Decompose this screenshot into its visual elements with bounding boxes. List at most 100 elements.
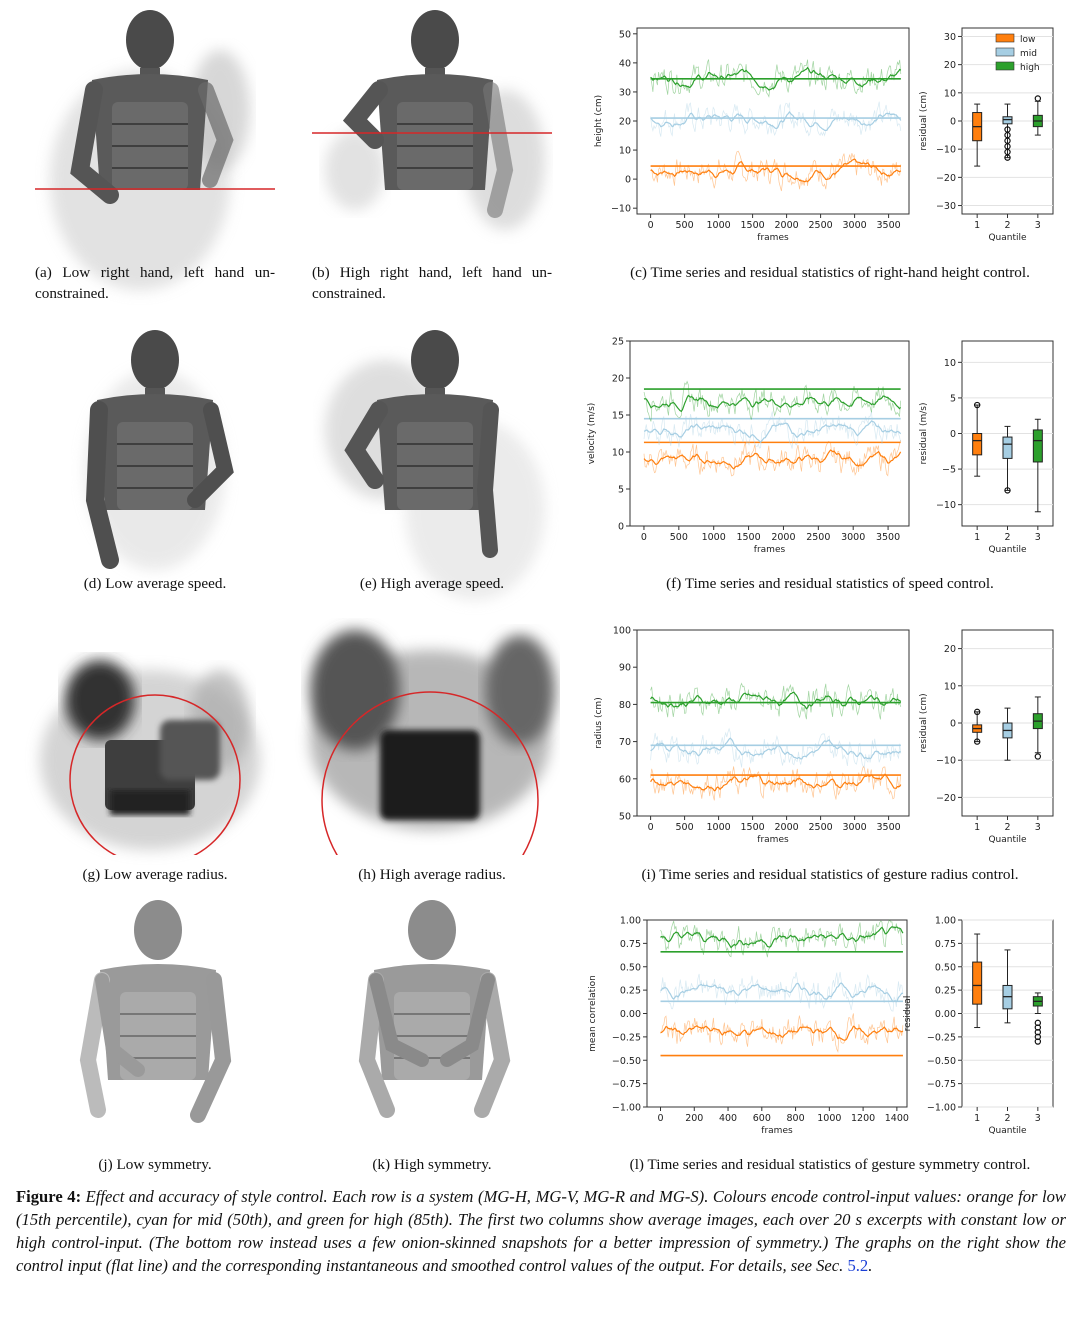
- x-tick-label: 1500: [741, 822, 765, 833]
- caption-f: (f) Time series and residual statistics …: [666, 575, 994, 592]
- x-tick-label: 2500: [806, 532, 830, 543]
- caption-a: (a) Low right hand, left hand un- constr…: [35, 264, 275, 302]
- y-tick-label: 0: [950, 429, 956, 440]
- caption-l: (l) Time series and residual statistics …: [629, 1156, 1031, 1173]
- outlier: [973, 708, 981, 716]
- y-tick-label: 1.00: [620, 916, 641, 927]
- y-tick-label: 1.00: [935, 916, 956, 927]
- x-tick-label: 1400: [885, 1113, 909, 1124]
- y-tick-label: −1.00: [927, 1103, 956, 1114]
- x-tick-label: 3: [1035, 822, 1041, 833]
- y-tick-label: 50: [619, 812, 631, 823]
- x-tick-label: 1000: [702, 532, 726, 543]
- box-q1: [972, 433, 983, 456]
- x-tick-label: 2000: [775, 220, 799, 231]
- y-tick-label: −20: [936, 793, 956, 804]
- y-tick-label: 25: [612, 337, 624, 348]
- y-tick-label: 0.00: [620, 1009, 641, 1020]
- y-tick-label: −1.00: [612, 1103, 641, 1114]
- caption-g: (g) Low average radius.: [82, 866, 228, 883]
- x-tick-label: 1: [974, 220, 980, 231]
- y-axis-label: mean correlation: [588, 975, 598, 1052]
- series-low-raw: [660, 1013, 904, 1053]
- outlier: [973, 738, 981, 745]
- y-axis-label: residual: [903, 996, 913, 1032]
- image-e: [325, 329, 545, 600]
- x-tick-label: 1200: [851, 1113, 875, 1124]
- y-tick-label: 5: [950, 393, 956, 404]
- y-tick-label: 0: [950, 719, 956, 730]
- x-tick-label: 2000: [775, 822, 799, 833]
- y-axis-label: height (cm): [594, 95, 604, 147]
- y-axis-label: residual (cm): [919, 693, 929, 752]
- x-tick-label: 600: [753, 1113, 771, 1124]
- caption-b: (b) High right hand, left hand un- const…: [312, 264, 552, 302]
- plot-frame: [636, 27, 910, 215]
- y-tick-label: 0: [618, 522, 624, 533]
- y-tick-label: 10: [944, 88, 956, 99]
- y-tick-label: 20: [612, 374, 624, 385]
- y-tick-label: −5: [942, 465, 956, 476]
- x-tick-label: 1000: [707, 822, 731, 833]
- image-g: [40, 660, 260, 855]
- plot-frame: [636, 629, 910, 817]
- y-tick-label: 10: [944, 681, 956, 692]
- y-tick-label: 70: [619, 737, 631, 748]
- x-tick-label: 3000: [843, 822, 867, 833]
- series-low-smoothed: [650, 773, 902, 792]
- section-link[interactable]: 5.2: [847, 1256, 869, 1275]
- x-tick-label: 2500: [809, 220, 833, 231]
- y-tick-label: −0.25: [612, 1032, 641, 1043]
- chart-l-box: −1.00 −0.75 −0.50 −0.25 0.00 0.25 0.50 0.75 1.00…: [903, 916, 1054, 1136]
- caption-e: (e) High average speed.: [359, 575, 505, 592]
- box-q1: [972, 961, 983, 1005]
- outlier: [1034, 1038, 1042, 1045]
- series-low-smoothed: [650, 158, 902, 183]
- legend: low mid high: [995, 33, 1040, 73]
- x-tick-label: 3000: [841, 532, 865, 543]
- outlier: [973, 401, 981, 409]
- caption-i: (i) Time series and residual statistics …: [641, 866, 1019, 883]
- series-high-smoothed: [650, 66, 902, 91]
- x-tick-label: 0: [648, 220, 654, 231]
- x-axis-label: frames: [761, 1126, 793, 1136]
- y-tick-label: 5: [618, 485, 624, 496]
- outlier: [1034, 95, 1042, 102]
- series-mid-raw: [650, 101, 902, 137]
- y-tick-label: 10: [612, 448, 624, 459]
- x-tick-label: 1500: [736, 532, 760, 543]
- chart-i-box: −20 −10 0 10 20 residual (cm) 1 2 3 Quantile: [919, 629, 1054, 845]
- series-low-smoothed: [643, 449, 902, 470]
- x-tick-label: 400: [719, 1113, 737, 1124]
- y-tick-label: 10: [944, 358, 956, 369]
- series-mid-smoothed: [650, 737, 901, 760]
- image-d: [85, 329, 234, 570]
- x-tick-label: 2: [1004, 822, 1010, 833]
- y-tick-label: 20: [619, 117, 631, 128]
- legend-swatch-high: [995, 61, 1015, 71]
- x-tick-label: 0: [657, 1113, 663, 1124]
- x-tick-label: 0: [648, 822, 654, 833]
- y-tick-label: 30: [944, 32, 956, 43]
- y-tick-label: −0.75: [927, 1079, 956, 1090]
- y-tick-label: 15: [612, 411, 624, 422]
- chart-c-box: −30 −20 −10 0 10 20 30 residual (cm) 1 2 3 Quantile…: [919, 27, 1054, 243]
- series-mid-smoothed: [643, 420, 902, 444]
- y-tick-label: 0.75: [935, 939, 956, 950]
- legend-label-low: low: [1020, 35, 1035, 45]
- chart-f-line: 0 5 10 15 20 25 velocity (m/s) 0 500 1000 1500 2000…: [587, 337, 910, 555]
- x-tick-label: 2: [1004, 220, 1010, 231]
- y-tick-label: 0.00: [935, 1009, 956, 1020]
- series-high-smoothed: [643, 394, 902, 413]
- x-tick-label: 2500: [809, 822, 833, 833]
- legend-swatch-low: [995, 33, 1015, 43]
- y-tick-label: 80: [619, 700, 631, 711]
- y-tick-label: 0.25: [935, 986, 956, 997]
- x-axis-label: frames: [754, 545, 786, 555]
- y-tick-label: −0.25: [927, 1032, 956, 1043]
- figure-label: Figure 4:: [16, 1187, 82, 1206]
- x-tick-label: 1: [974, 532, 980, 543]
- x-axis-label: Quantile: [988, 545, 1027, 555]
- image-a: [50, 9, 250, 290]
- y-tick-label: 0.50: [935, 962, 956, 973]
